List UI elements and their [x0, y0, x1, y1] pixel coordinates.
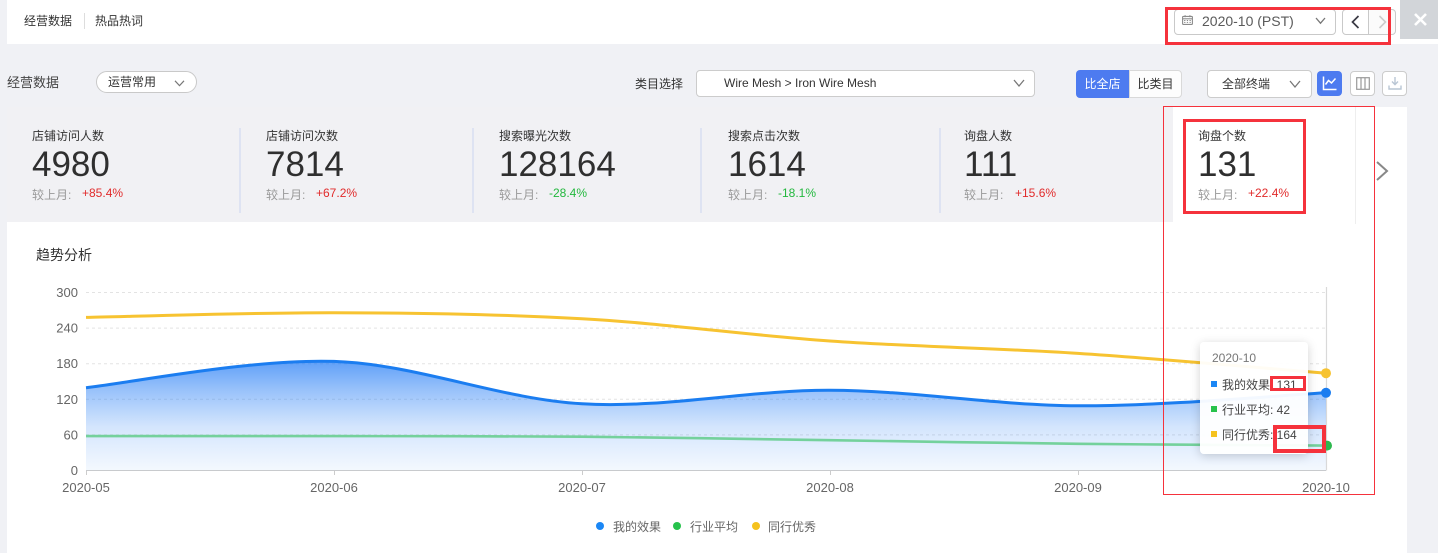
svg-text:120: 120 — [56, 392, 78, 407]
svg-text:2020-08: 2020-08 — [806, 480, 854, 495]
svg-text:2020-09: 2020-09 — [1054, 480, 1102, 495]
svg-text:60: 60 — [64, 427, 78, 442]
svg-text:2020-05: 2020-05 — [62, 480, 110, 495]
svg-text:2020-06: 2020-06 — [310, 480, 358, 495]
svg-text:240: 240 — [56, 321, 78, 336]
svg-text:180: 180 — [56, 356, 78, 371]
svg-text:0: 0 — [71, 463, 78, 478]
svg-text:300: 300 — [56, 285, 78, 300]
svg-text:2020-07: 2020-07 — [558, 480, 606, 495]
svg-text:2020-10: 2020-10 — [1302, 480, 1350, 495]
